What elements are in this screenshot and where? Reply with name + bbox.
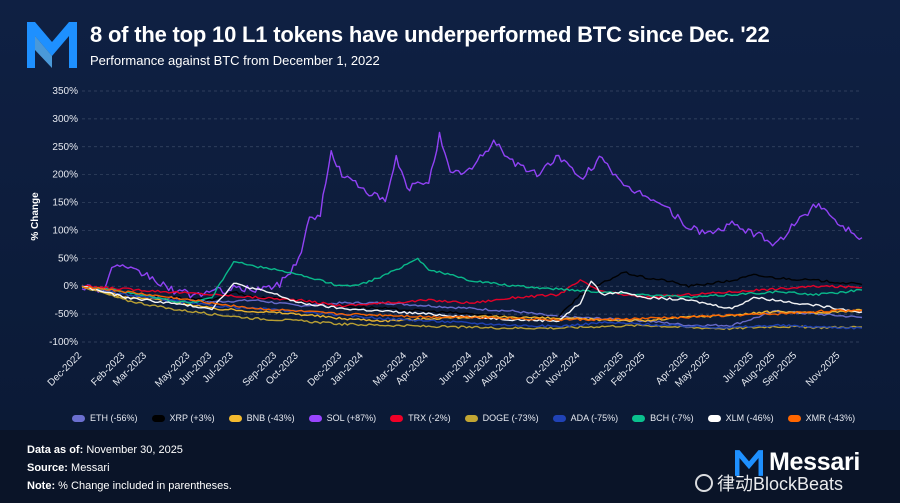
legend-label: ETH (-56%) (90, 413, 138, 423)
data-as-of: Data as of: November 30, 2025 (27, 444, 183, 456)
legend-swatch (390, 414, 404, 422)
legend-swatch (787, 414, 801, 422)
chart-panel: 8 of the top 10 L1 tokens have underperf… (0, 0, 900, 430)
blockbeats-icon (695, 474, 713, 492)
legend-label: XRP (+3%) (169, 413, 215, 423)
y-tick-label: 350% (52, 86, 78, 97)
brand: Messari (735, 448, 860, 477)
legend-label: ADA (-75%) (570, 413, 619, 423)
legend-label: TRX (-2%) (408, 413, 451, 423)
legend-item-xlm: XLM (-46%) (707, 413, 774, 423)
legend-label: BCH (-7%) (650, 413, 694, 423)
legend-label: SOL (+87%) (326, 413, 377, 423)
y-tick-label: 200% (52, 170, 78, 181)
series-line-bch (81, 257, 863, 304)
legend-swatch (552, 414, 566, 422)
y-tick-label: -100% (49, 337, 78, 348)
y-tick-label: 250% (52, 142, 78, 153)
series-line-xrp (81, 271, 863, 319)
source-note: Source: Messari (27, 462, 110, 474)
legend-swatch (707, 414, 721, 422)
legend-label: XLM (-46%) (725, 413, 774, 423)
footer: Data as of: November 30, 2025 Source: Me… (27, 441, 232, 495)
watermark: 律动BlockBeats (695, 470, 843, 496)
chart-legend: ETH (-56%) XRP (+3%) BNB (-43%) SOL (+87%) T… (72, 410, 872, 426)
line-chart: 350% 300% 250% 200% 150% 100% 50% 0% -50% -100% % … (30, 86, 863, 390)
y-tick-label: -50% (55, 309, 78, 320)
legend-swatch (632, 414, 646, 422)
legend-item-eth: ETH (-56%) (72, 413, 138, 423)
legend-item-xmr: XMR (-43%) (787, 413, 856, 423)
legend-swatch (228, 414, 242, 422)
series-line-doge (81, 285, 863, 331)
legend-label: XMR (-43%) (805, 413, 856, 423)
series-line-sol (81, 131, 863, 299)
legend-item-sol: SOL (+87%) (308, 413, 377, 423)
x-tick-label: Dec-2022 (46, 350, 85, 389)
y-tick-label: 150% (52, 198, 78, 209)
y-tick-label: 0% (64, 281, 79, 292)
legend-item-trx: TRX (-2%) (390, 413, 451, 423)
legend-item-xrp: XRP (+3%) (151, 413, 215, 423)
series-line-ada (81, 284, 863, 330)
legend-label: DOGE (-73%) (482, 413, 539, 423)
legend-item-bnb: BNB (-43%) (228, 413, 295, 423)
chart-subtitle: Performance against BTC from December 1,… (90, 53, 380, 68)
legend-label: BNB (-43%) (246, 413, 295, 423)
legend-swatch (308, 414, 322, 422)
messari-logo-icon (27, 22, 77, 68)
legend-item-bch: BCH (-7%) (632, 413, 694, 423)
x-tick-label: Nov-2025 (804, 350, 843, 389)
messari-brand-icon (735, 449, 763, 476)
legend-swatch (151, 414, 165, 422)
y-tick-label: 100% (52, 225, 78, 236)
y-axis-label: % Change (30, 192, 41, 241)
y-tick-label: 300% (52, 114, 78, 125)
brand-name: Messari (769, 448, 861, 476)
legend-item-ada: ADA (-75%) (552, 413, 619, 423)
watermark-text: 律动BlockBeats (717, 474, 844, 494)
y-tick-label: 50% (58, 253, 78, 264)
note: Note: % Change included in parentheses. (27, 480, 232, 492)
series-line-xmr (81, 285, 863, 322)
series-line-trx (81, 279, 863, 308)
legend-swatch (72, 414, 85, 422)
legend-item-doge: DOGE (-73%) (464, 413, 539, 423)
chart-title: 8 of the top 10 L1 tokens have underperf… (90, 22, 770, 47)
legend-swatch (464, 414, 478, 422)
